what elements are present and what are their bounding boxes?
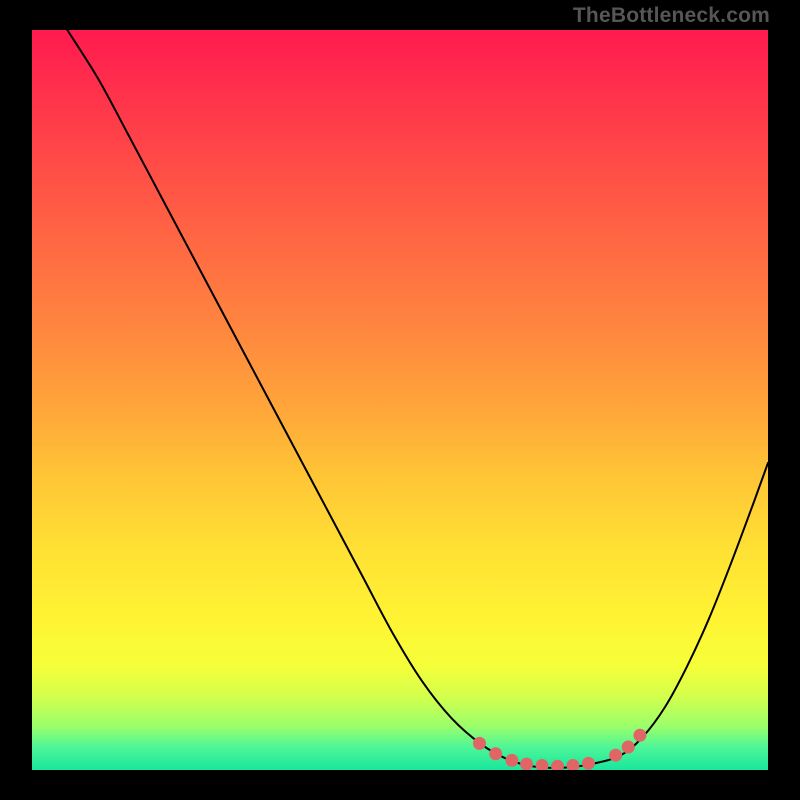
marker-dot [505,754,518,767]
marker-dot [609,749,622,762]
marker-dot [520,758,533,770]
marker-dot [489,747,502,760]
watermark-text: TheBottleneck.com [573,4,770,28]
marker-dot [582,757,595,770]
chart-frame: TheBottleneck.com [0,0,800,800]
plot-area [32,30,768,770]
marker-dot [633,729,646,742]
marker-dot [473,737,486,750]
gradient-background [32,30,768,770]
plot-svg [32,30,768,770]
marker-dot [622,741,635,754]
